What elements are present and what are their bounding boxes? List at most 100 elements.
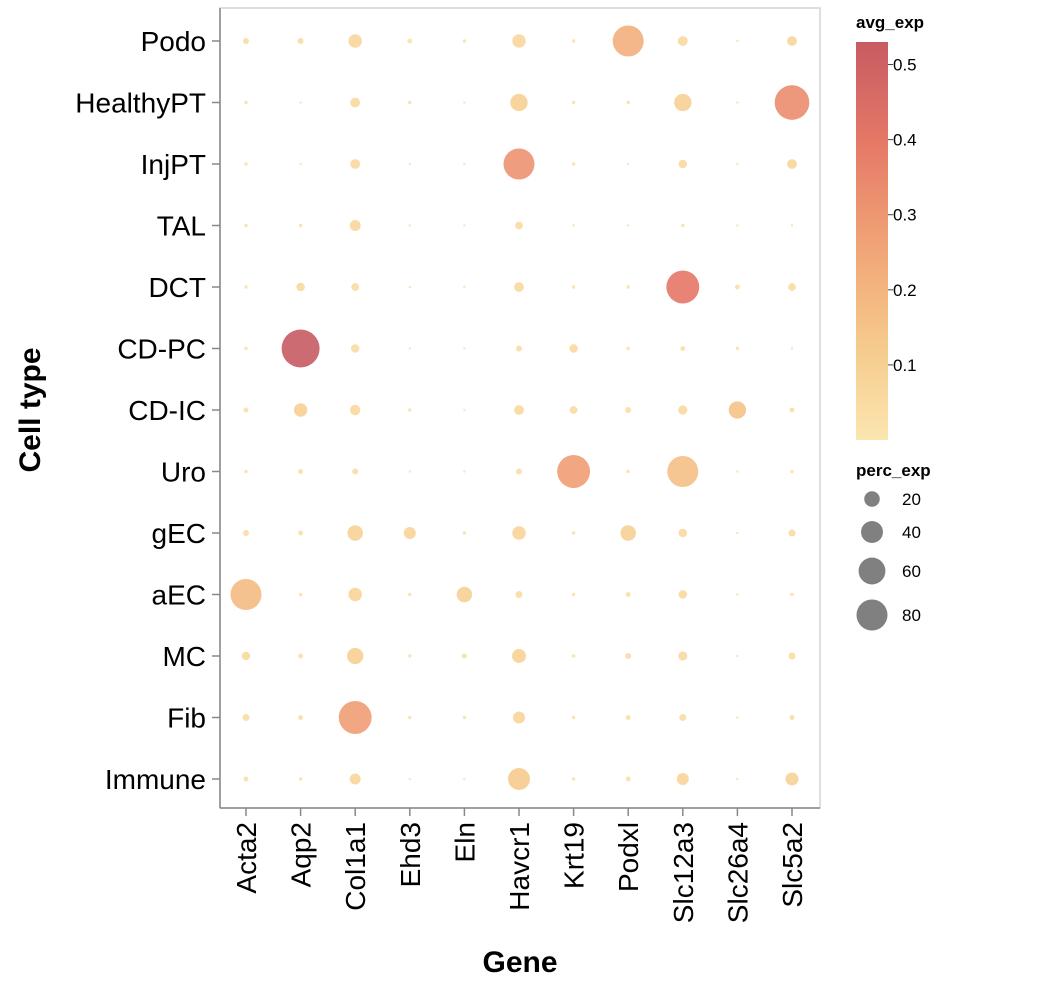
dot-InjPT-Krt19 [571, 162, 576, 166]
dot-CD-IC-Slc12a3 [678, 405, 688, 415]
y-tick-label-InjPT: InjPT [141, 149, 206, 180]
y-tick-label-gEC: gEC [152, 518, 206, 549]
dot-CD-IC-Col1a1 [350, 404, 361, 416]
dot-aEC-Krt19 [571, 592, 576, 597]
dot-CD-PC-Col1a1 [350, 344, 360, 353]
dot-DCT-Col1a1 [351, 283, 360, 291]
dot-DCT-Slc12a3 [666, 270, 700, 304]
dot-aEC-Havcr1 [515, 591, 523, 598]
dot-DCT-Havcr1 [514, 282, 524, 292]
dot-Uro-Slc12a3 [667, 455, 699, 488]
dot-HealthyPT-Aqp2 [299, 101, 302, 104]
dot-HealthyPT-Eln [463, 101, 466, 104]
dot-CD-IC-Aqp2 [293, 403, 308, 417]
dot-gEC-Aqp2 [298, 530, 304, 536]
dot-CD-PC-Krt19 [569, 344, 578, 353]
color-legend-label: 0.5 [893, 56, 917, 75]
y-tick-label-HealthyPT: HealthyPT [75, 88, 206, 119]
dot-Podo-Havcr1 [512, 34, 526, 48]
dot-aEC-Slc12a3 [678, 590, 688, 599]
dot-Podo-Podxl [612, 25, 644, 57]
dot-DCT-Podxl [626, 285, 630, 289]
dot-Uro-Eln [463, 470, 466, 473]
dot-Podo-Acta2 [243, 38, 249, 44]
dot-Podo-Slc12a3 [677, 36, 688, 46]
dot-aEC-Col1a1 [348, 587, 362, 602]
dot-aEC-Eln [456, 586, 473, 603]
dot-MC-Eln [461, 653, 467, 659]
size-legend-dot [856, 599, 888, 631]
dot-TAL-Slc12a3 [681, 223, 685, 228]
y-tick-label-Uro: Uro [161, 457, 206, 488]
y-axis: Podo HealthyPT InjPT TAL DCT CD-PC CD-IC Uro gEC… [75, 8, 221, 808]
size-legend-dot [861, 521, 883, 543]
color-legend-bar [856, 42, 888, 440]
dot-TAL-Podxl [626, 224, 630, 227]
dot-Fib-Aqp2 [298, 715, 304, 720]
dot-Immune-Havcr1 [508, 768, 530, 790]
dot-Uro-Col1a1 [352, 468, 359, 475]
dot-MC-Havcr1 [512, 649, 526, 663]
dot-Uro-Aqp2 [298, 469, 304, 474]
dot-Immune-Ehd3 [408, 777, 412, 781]
y-tick-label-MC: MC [162, 641, 206, 672]
dot-Immune-Krt19 [571, 777, 576, 781]
x-tick-label-Eln: Eln [449, 822, 480, 862]
dot-InjPT-Slc26a4 [736, 162, 739, 166]
dot-CD-IC-Acta2 [243, 407, 249, 413]
dot-CD-PC-Slc26a4 [735, 346, 740, 351]
dot-TAL-Havcr1 [515, 221, 523, 230]
y-tick-label-TAL: TAL [157, 211, 206, 242]
dot-HealthyPT-Col1a1 [350, 97, 361, 108]
dot-aEC-Aqp2 [298, 592, 303, 597]
color-legend-title: avg_exp [856, 13, 924, 32]
y-tick-label-CD-PC: CD-PC [117, 334, 206, 365]
dot-InjPT-Col1a1 [350, 159, 361, 169]
dot-aEC-Slc5a2 [790, 592, 794, 597]
x-tick-label-Podxl: Podxl [613, 822, 644, 892]
dot-HealthyPT-Acta2 [244, 100, 248, 105]
y-tick-label-CD-IC: CD-IC [128, 395, 206, 426]
dot-HealthyPT-Slc5a2 [774, 85, 810, 120]
dot-gEC-Slc5a2 [788, 529, 796, 537]
y-tick-label-DCT: DCT [148, 272, 206, 303]
dot-CD-PC-Aqp2 [281, 329, 320, 368]
dot-Fib-Eln [462, 715, 467, 720]
dot-gEC-Havcr1 [512, 526, 526, 540]
dot-Immune-Eln [463, 777, 466, 781]
dot-HealthyPT-Havcr1 [510, 93, 528, 112]
dot-Uro-Slc26a4 [736, 470, 739, 473]
dot-Fib-Podxl [625, 715, 631, 720]
dot-Uro-Ehd3 [408, 470, 412, 473]
dot-MC-Podxl [625, 653, 632, 659]
x-tick-label-Aqp2: Aqp2 [286, 822, 317, 887]
dot-TAL-Slc26a4 [736, 224, 739, 227]
x-tick-label-Ehd3: Ehd3 [395, 822, 426, 887]
dot-Uro-Slc5a2 [790, 469, 794, 474]
size-legend-title: perc_exp [856, 461, 931, 480]
dot-DCT-Aqp2 [296, 282, 305, 292]
dot-CD-PC-Slc12a3 [680, 346, 686, 351]
dot-InjPT-Slc12a3 [678, 159, 688, 169]
color-legend: avg_exp 0.5 0.4 0.3 0.2 0.1 [856, 13, 924, 440]
x-tick-label-Krt19: Krt19 [559, 822, 590, 889]
dot-gEC-Ehd3 [403, 526, 416, 540]
size-legend-label: 40 [902, 523, 921, 542]
dot-Fib-Slc12a3 [679, 714, 687, 721]
x-tick-label-Slc26a4: Slc26a4 [722, 822, 753, 923]
x-tick-label-Havcr1: Havcr1 [504, 822, 535, 911]
dot-Podo-Slc5a2 [787, 36, 797, 46]
y-tick-label-Immune: Immune [105, 764, 206, 795]
dot-gEC-Krt19 [571, 531, 576, 535]
dot-gEC-Slc12a3 [678, 528, 688, 538]
dot-Immune-Podxl [625, 776, 631, 782]
dot-MC-Slc26a4 [736, 654, 739, 658]
dot-HealthyPT-Slc26a4 [736, 101, 739, 104]
color-legend-label: 0.4 [893, 131, 917, 150]
dot-Uro-Krt19 [557, 455, 591, 488]
dot-CD-IC-Krt19 [569, 406, 578, 414]
dot-aEC-Slc26a4 [736, 593, 739, 596]
dot-Immune-Slc26a4 [736, 777, 739, 781]
color-legend-label: 0.1 [893, 356, 917, 375]
